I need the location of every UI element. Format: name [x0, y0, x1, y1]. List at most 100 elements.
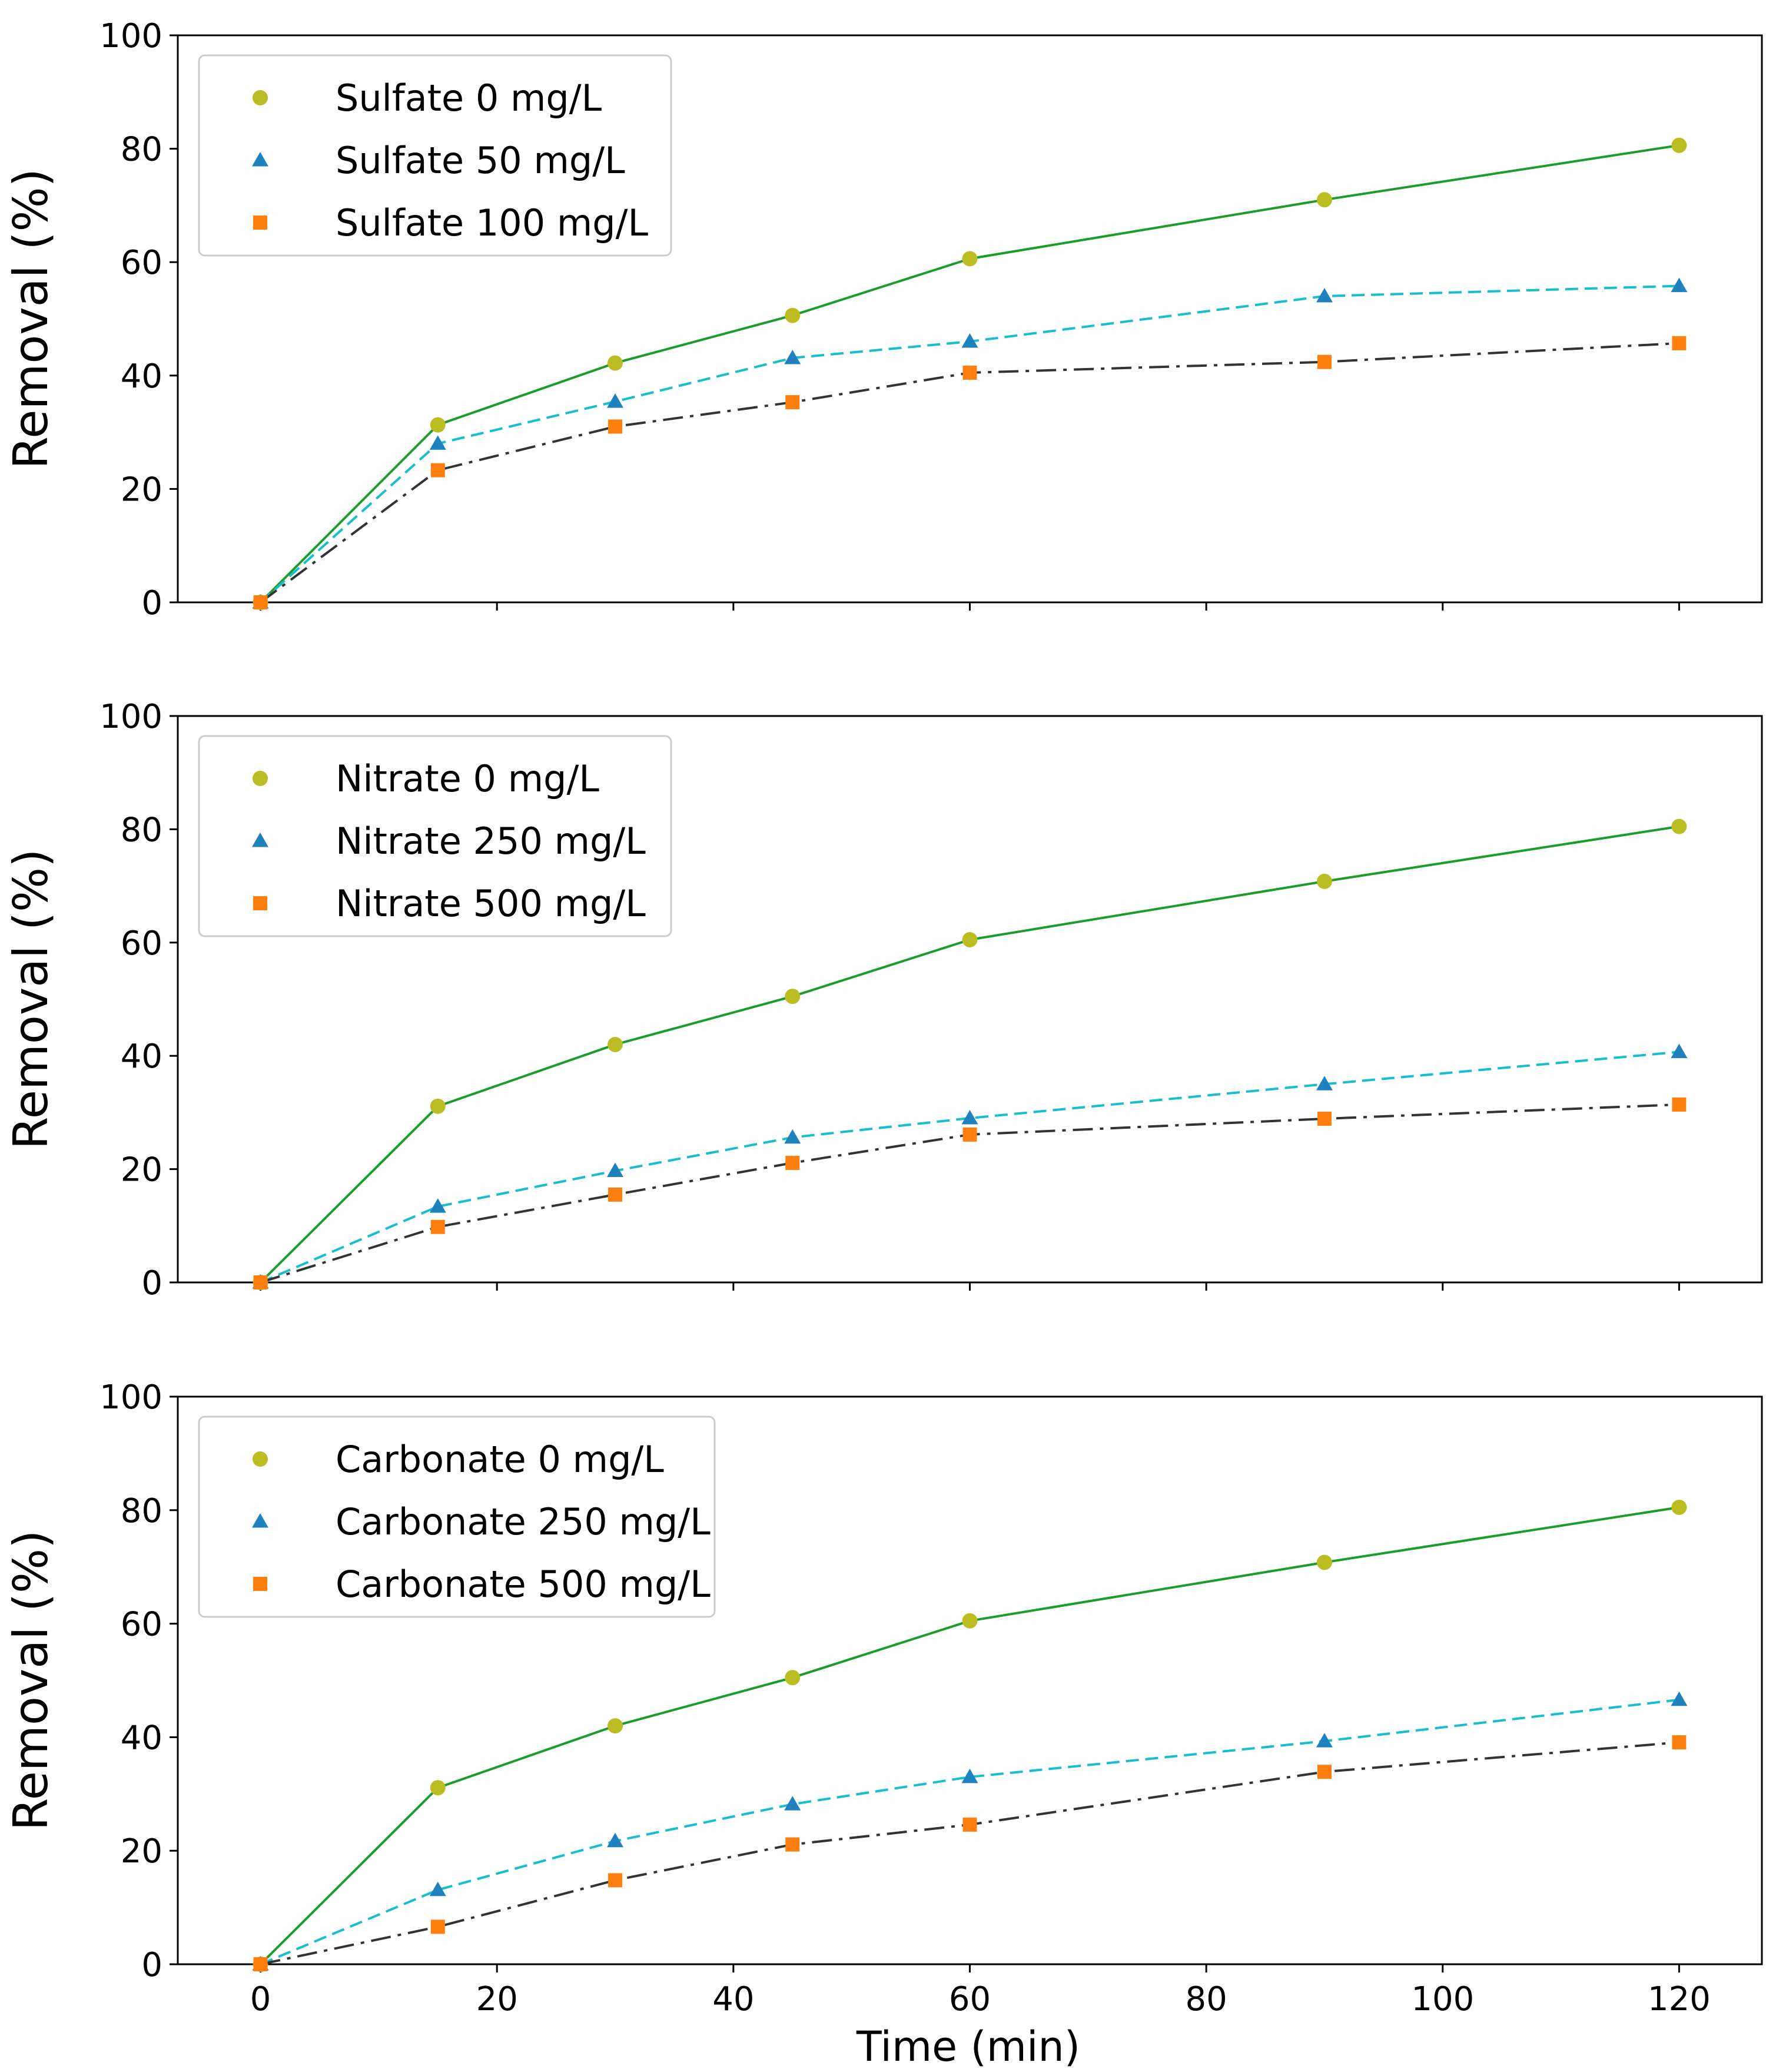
- y-tick-label: 20: [121, 1832, 162, 1871]
- legend-marker: [253, 1451, 268, 1467]
- y-tick-label: 40: [121, 1037, 162, 1076]
- data-point: [430, 417, 446, 433]
- data-point: [784, 1129, 801, 1144]
- data-point: [1671, 1499, 1687, 1515]
- data-point: [1671, 1043, 1688, 1058]
- y-tick-label: 100: [99, 17, 162, 55]
- legend-marker: [252, 833, 268, 847]
- x-axis-title: Time (min): [856, 2023, 1080, 2071]
- y-tick-label: 40: [121, 1719, 162, 1757]
- legend-marker: [253, 216, 267, 230]
- y-tick-label: 20: [121, 1151, 162, 1189]
- data-point: [785, 1670, 801, 1686]
- legend-label: Nitrate 500 mg/L: [336, 882, 646, 925]
- y-axis-title: Removal (%): [4, 849, 58, 1150]
- data-point: [785, 307, 801, 323]
- data-point: [961, 1768, 978, 1783]
- chart-panel-3: 0 20 40 60 80 100 0 20 40 60 80 100 120 Removal (%) Ti…: [4, 1378, 1763, 2071]
- data-point: [608, 1187, 623, 1202]
- data-point: [608, 355, 623, 371]
- x-tick-label: 80: [1186, 1980, 1227, 2018]
- data-point: [607, 1162, 624, 1177]
- legend-label: Carbonate 0 mg/L: [336, 1438, 664, 1481]
- data-point: [608, 1873, 623, 1888]
- data-point: [253, 595, 268, 609]
- series-3: [253, 336, 1687, 609]
- legend: Sulfate 0 mg/L Sulfate 50 mg/L Sulfate 100…: [198, 54, 672, 257]
- series-1: [253, 818, 1687, 1290]
- legend-label: Carbonate 250 mg/L: [336, 1500, 711, 1543]
- data-point: [962, 365, 977, 380]
- x-tick-label: 40: [712, 1980, 754, 2018]
- data-point: [961, 1110, 978, 1125]
- y-tick-label: 60: [121, 924, 162, 963]
- y-tick-label: 80: [121, 811, 162, 849]
- legend-box: [198, 1415, 716, 1618]
- data-point: [253, 1957, 268, 1971]
- series-2: [252, 277, 1688, 609]
- data-point: [962, 931, 978, 947]
- data-point: [1317, 354, 1332, 369]
- series-line: [260, 342, 1679, 604]
- y-tick-label: 0: [141, 1264, 162, 1302]
- legend-label: Sulfate 100 mg/L: [336, 201, 649, 244]
- data-point: [962, 1613, 978, 1629]
- data-point: [429, 1881, 446, 1897]
- x-tick-label: 60: [949, 1980, 991, 2018]
- data-point: [607, 1832, 624, 1848]
- data-point: [961, 333, 978, 348]
- data-point: [1317, 1111, 1332, 1126]
- data-point: [1316, 287, 1333, 303]
- y-tick-label: 60: [121, 1606, 162, 1644]
- legend-label: Carbonate 500 mg/L: [336, 1563, 711, 1606]
- y-tick-label: 80: [121, 1492, 162, 1530]
- legend-marker: [252, 152, 268, 167]
- data-point: [430, 463, 445, 478]
- y-tick-label: 20: [121, 470, 162, 509]
- data-point: [1317, 1765, 1332, 1779]
- legend: Carbonate 0 mg/L Carbonate 250 mg/L Carbon…: [198, 1415, 716, 1618]
- data-point: [608, 419, 623, 434]
- y-tick-label: 100: [99, 1378, 162, 1417]
- series-line: [260, 1050, 1679, 1284]
- data-point: [1316, 873, 1332, 889]
- data-point: [1316, 1733, 1333, 1748]
- data-point: [608, 1718, 623, 1734]
- data-point: [430, 1219, 445, 1234]
- data-point: [253, 1275, 268, 1289]
- data-point: [1671, 137, 1687, 153]
- data-point: [785, 1837, 800, 1852]
- legend-label: Nitrate 250 mg/L: [336, 820, 646, 863]
- legend-box: [198, 735, 672, 937]
- y-axis-title: Removal (%): [4, 168, 58, 469]
- x-tick-label: 120: [1648, 1980, 1711, 2018]
- legend-marker: [253, 1577, 267, 1591]
- y-tick-label: 0: [141, 1946, 162, 1984]
- data-point: [1316, 192, 1332, 208]
- legend-marker: [252, 1513, 268, 1528]
- chart-panel-2: 0 20 40 60 80 100 Removal (%) Nitrate 0 mg/L Nit…: [4, 698, 1763, 1302]
- data-point: [429, 1198, 446, 1213]
- legend-marker: [253, 90, 268, 105]
- x-tick-label: 0: [250, 1980, 271, 2018]
- data-point: [785, 989, 801, 1004]
- data-point: [785, 395, 800, 410]
- data-point: [1671, 818, 1687, 834]
- legend-label: Sulfate 0 mg/L: [336, 77, 602, 120]
- y-tick-label: 60: [121, 244, 162, 282]
- legend-marker: [253, 896, 267, 910]
- legend-box: [198, 54, 672, 257]
- data-point: [962, 1127, 977, 1142]
- y-tick-label: 40: [121, 357, 162, 396]
- data-point: [1316, 1554, 1332, 1570]
- data-point: [1672, 1735, 1687, 1750]
- y-tick-label: 80: [121, 131, 162, 169]
- legend-label: Nitrate 0 mg/L: [336, 757, 599, 800]
- y-tick-label: 100: [99, 698, 162, 736]
- data-point: [1671, 1691, 1688, 1706]
- data-point: [784, 1796, 801, 1811]
- x-tick-label: 20: [476, 1980, 518, 2018]
- data-point: [430, 1919, 445, 1934]
